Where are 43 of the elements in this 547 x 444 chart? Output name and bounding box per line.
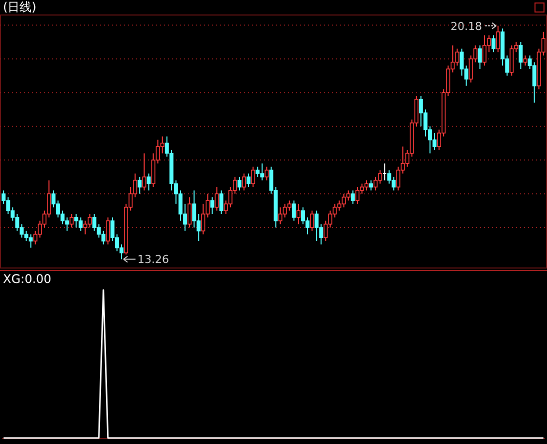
candlestick <box>296 203 300 225</box>
candlestick <box>201 203 206 235</box>
candlestick <box>523 54 528 66</box>
candlestick <box>346 190 350 202</box>
chart-title: (日线) <box>3 0 36 14</box>
candlestick <box>532 62 536 104</box>
candlestick <box>106 216 110 245</box>
candlestick <box>510 44 514 76</box>
candlestick <box>287 200 292 212</box>
candlestick <box>310 210 314 232</box>
annotation: 13.26 <box>138 253 170 266</box>
candlestick <box>237 176 242 191</box>
candlestick <box>142 152 146 191</box>
candlestick <box>101 230 106 245</box>
candlestick <box>256 166 260 178</box>
candlestick <box>192 190 196 228</box>
candlestick <box>219 190 224 215</box>
candlestick <box>214 186 219 212</box>
candlestick <box>382 162 387 181</box>
candlestick <box>314 210 319 242</box>
candlestick <box>88 214 92 228</box>
candlestick <box>70 214 74 228</box>
candlestick <box>387 170 392 184</box>
candlestick <box>496 25 500 53</box>
candlestick <box>350 190 355 204</box>
candlestick <box>492 34 496 53</box>
candlestick <box>292 200 296 222</box>
chart-title: XG:0.00 <box>3 272 52 286</box>
candlestick <box>210 196 214 215</box>
candlestick <box>246 173 251 188</box>
candlestick <box>188 196 192 228</box>
candlestick <box>264 166 269 181</box>
candlestick <box>138 176 142 194</box>
candlestick <box>146 173 151 191</box>
annotation: 20.18 <box>450 20 482 33</box>
candlestick <box>251 166 256 188</box>
candlestick <box>374 176 378 191</box>
candlestick <box>28 234 33 248</box>
candlestick <box>74 214 78 228</box>
candlestick <box>478 44 482 70</box>
candlestick <box>518 41 523 70</box>
candlestick <box>242 173 246 191</box>
candlestick <box>369 180 374 191</box>
